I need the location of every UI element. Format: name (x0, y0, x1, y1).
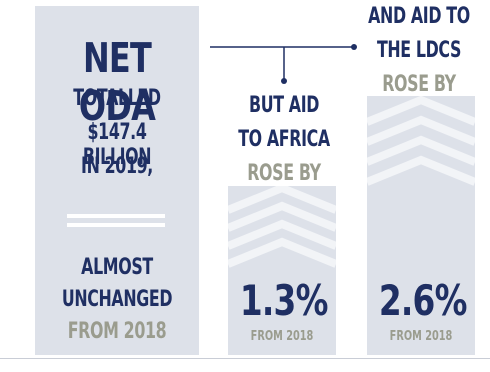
africa-from-2018: FROM 2018 (250, 329, 314, 344)
africa-column: 1.3% FROM 2018 (228, 186, 336, 355)
and-aid-to-text: AND AID TO (368, 4, 470, 29)
ldcs-from-2018: FROM 2018 (389, 329, 453, 344)
africa-rose-by-text: ROSE BY (247, 161, 321, 186)
divider-line-top (67, 214, 165, 218)
connector-dot-africa (281, 78, 287, 84)
net-oda-title: NET ODA (78, 34, 156, 130)
almost-text: ALMOST (81, 255, 153, 280)
the-ldcs-text: THE LDCS (376, 38, 462, 63)
unchanged-text: UNCHANGED (61, 287, 173, 312)
amount-text: $147.4 BILLION (82, 120, 152, 170)
from-2018-text: FROM 2018 (67, 319, 167, 344)
left-panel: NET ODA TOTALLED $147.4 BILLION IN 2019,… (35, 6, 199, 355)
ldcs-column: 2.6% FROM 2018 (367, 96, 475, 355)
connector-dot-ldcs (351, 44, 357, 50)
bottom-rule (0, 358, 490, 359)
year-text: IN 2019, (81, 154, 153, 179)
but-aid-text: BUT AID (248, 93, 320, 118)
totalled-text: TOTALLED (73, 86, 161, 111)
africa-chevrons-icon (228, 186, 336, 355)
ldcs-rose-by-text: ROSE BY (382, 72, 456, 97)
divider-line-bottom (67, 223, 165, 227)
ldcs-percentage: 2.6% (378, 276, 468, 325)
ldcs-chevrons-icon (367, 96, 475, 355)
to-africa-text: TO AFRICA (238, 127, 330, 152)
africa-percentage: 1.3% (239, 276, 329, 325)
